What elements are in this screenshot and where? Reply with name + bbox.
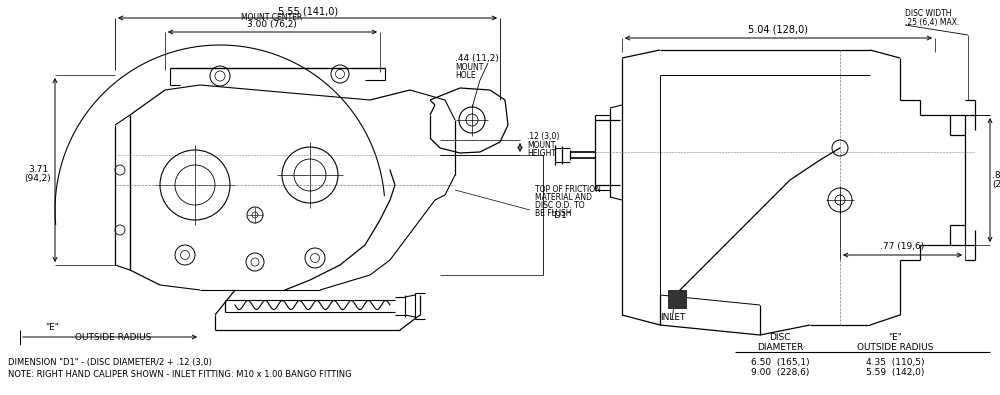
- Text: TOP OF FRICTION: TOP OF FRICTION: [535, 186, 601, 194]
- Text: .25 (6,4) MAX.: .25 (6,4) MAX.: [905, 17, 959, 26]
- Text: (94,2): (94,2): [25, 173, 51, 182]
- Text: DISC O.D. TO: DISC O.D. TO: [535, 201, 585, 211]
- Text: "E": "E": [888, 333, 902, 342]
- Text: .77 (19,6): .77 (19,6): [880, 243, 924, 252]
- Text: 3.71: 3.71: [28, 166, 48, 175]
- Text: DISC WIDTH: DISC WIDTH: [905, 9, 952, 19]
- Text: 5.59  (142,0): 5.59 (142,0): [866, 367, 924, 376]
- Text: (20,8): (20,8): [992, 181, 1000, 190]
- Text: HOLE: HOLE: [455, 70, 476, 79]
- Text: DIMENSION "D1" - (DISC DIAMETER/2 + .12 (3,0): DIMENSION "D1" - (DISC DIAMETER/2 + .12 …: [8, 358, 212, 367]
- Text: MATERIAL AND: MATERIAL AND: [535, 194, 592, 203]
- Text: BE FLUSH: BE FLUSH: [535, 209, 572, 218]
- Text: 6.50  (165,1): 6.50 (165,1): [751, 357, 809, 367]
- Text: 4.35  (110,5): 4.35 (110,5): [866, 357, 924, 367]
- Text: 3.00 (76,2): 3.00 (76,2): [247, 21, 297, 30]
- Text: HEIGHT: HEIGHT: [527, 149, 556, 158]
- Text: .82: .82: [992, 171, 1000, 179]
- Text: .12 (3,0): .12 (3,0): [527, 132, 559, 141]
- Text: 5.04 (128,0): 5.04 (128,0): [748, 25, 808, 35]
- Text: DISC: DISC: [769, 333, 791, 342]
- Text: MOUNT: MOUNT: [527, 141, 555, 149]
- Text: 9.00  (228,6): 9.00 (228,6): [751, 367, 809, 376]
- Text: INLET: INLET: [660, 314, 685, 322]
- Text: OUTSIDE RADIUS: OUTSIDE RADIUS: [857, 344, 933, 352]
- Text: .44 (11,2): .44 (11,2): [455, 53, 499, 62]
- Text: 5.55 (141,0): 5.55 (141,0): [278, 6, 338, 16]
- Text: MOUNT: MOUNT: [455, 62, 483, 71]
- Text: MOUNT CENTER: MOUNT CENTER: [241, 13, 303, 23]
- Text: OUTSIDE RADIUS: OUTSIDE RADIUS: [75, 333, 151, 342]
- Text: "D1": "D1": [550, 211, 571, 220]
- Bar: [668, 290, 686, 308]
- Text: NOTE: RIGHT HAND CALIPER SHOWN - INLET FITTING: M10 x 1.00 BANGO FITTING: NOTE: RIGHT HAND CALIPER SHOWN - INLET F…: [8, 370, 352, 379]
- Text: DIAMETER: DIAMETER: [757, 344, 803, 352]
- Text: "E": "E": [45, 322, 59, 331]
